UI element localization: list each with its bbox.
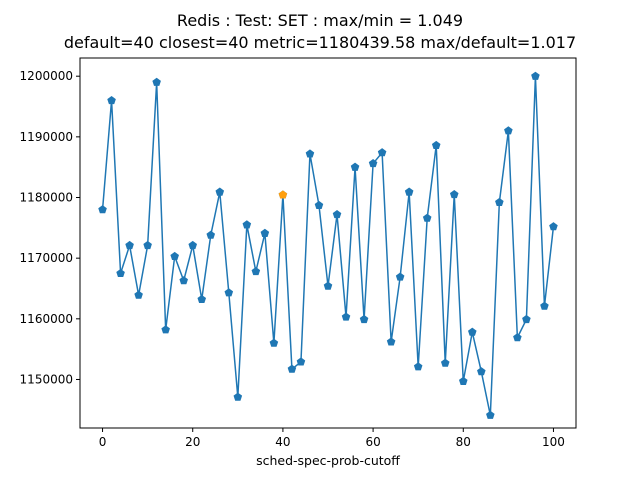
data-point	[540, 301, 549, 310]
data-point	[458, 376, 468, 385]
data-point	[116, 268, 125, 277]
data-point	[440, 358, 450, 367]
data-point	[350, 162, 360, 171]
data-point	[332, 209, 342, 219]
data-point	[260, 228, 270, 237]
data-point	[404, 187, 414, 196]
y-tick-label: 1180000	[20, 191, 73, 205]
default-point	[278, 190, 288, 199]
plot-frame	[79, 57, 577, 429]
data-point	[477, 367, 486, 376]
data-point	[206, 230, 216, 239]
data-point	[431, 140, 441, 149]
data-point	[152, 77, 161, 86]
data-point	[134, 290, 143, 299]
series-line	[101, 76, 555, 416]
data-point	[224, 288, 234, 297]
x-tick-label: 100	[542, 435, 565, 449]
x-tick-label: 60	[365, 435, 380, 449]
data-point	[305, 149, 315, 158]
highlight-marker-group	[278, 190, 288, 199]
data-point	[296, 357, 306, 366]
series-markers	[98, 71, 558, 419]
data-point	[449, 189, 459, 199]
chart-subtitle: default=40 closest=40 metric=1180439.58 …	[63, 33, 577, 52]
data-point	[233, 392, 243, 401]
data-point	[486, 410, 495, 419]
data-point	[143, 240, 152, 250]
data-point	[359, 314, 369, 324]
data-point	[269, 338, 279, 347]
data-point	[377, 148, 387, 157]
data-point	[549, 222, 558, 231]
y-tick-label: 1200000	[20, 69, 73, 83]
y-tick-label: 1190000	[20, 130, 73, 144]
x-axis-label: sched-spec-prob-cutoff	[256, 453, 400, 468]
chart-title: Redis : Test: SET : max/min = 1.049	[176, 11, 464, 30]
y-axis-ticks: 1150000 1160000 1170000 1180000 1190000 12000…	[20, 69, 80, 386]
data-point	[188, 240, 198, 250]
x-tick-label: 80	[456, 435, 471, 449]
data-point	[179, 276, 188, 285]
data-point	[386, 337, 396, 346]
data-point	[323, 281, 333, 290]
data-point	[504, 126, 513, 135]
x-tick-label: 20	[185, 435, 200, 449]
x-tick-label: 0	[99, 435, 107, 449]
y-tick-label: 1160000	[20, 312, 73, 326]
data-point	[197, 294, 207, 304]
data-point	[395, 272, 405, 281]
y-tick-label: 1150000	[20, 372, 73, 386]
data-point	[125, 240, 134, 250]
data-point	[314, 200, 324, 210]
data-point	[531, 71, 540, 80]
y-tick-label: 1170000	[20, 251, 73, 265]
data-point	[413, 362, 423, 371]
data-point	[513, 333, 522, 342]
data-point	[522, 314, 531, 324]
data-point	[422, 213, 432, 222]
data-point	[170, 251, 179, 260]
data-point	[107, 95, 116, 105]
data-point	[215, 187, 225, 196]
data-point	[341, 312, 351, 321]
data-point	[495, 197, 504, 206]
data-point	[242, 220, 252, 229]
data-point	[251, 267, 261, 276]
x-axis-ticks: 0 20 40 60 80 100	[99, 428, 565, 449]
data-point	[98, 205, 107, 214]
x-tick-label: 40	[275, 435, 290, 449]
data-point	[287, 364, 297, 373]
data-point	[368, 159, 378, 168]
data-point	[468, 327, 477, 336]
data-point	[161, 325, 170, 334]
